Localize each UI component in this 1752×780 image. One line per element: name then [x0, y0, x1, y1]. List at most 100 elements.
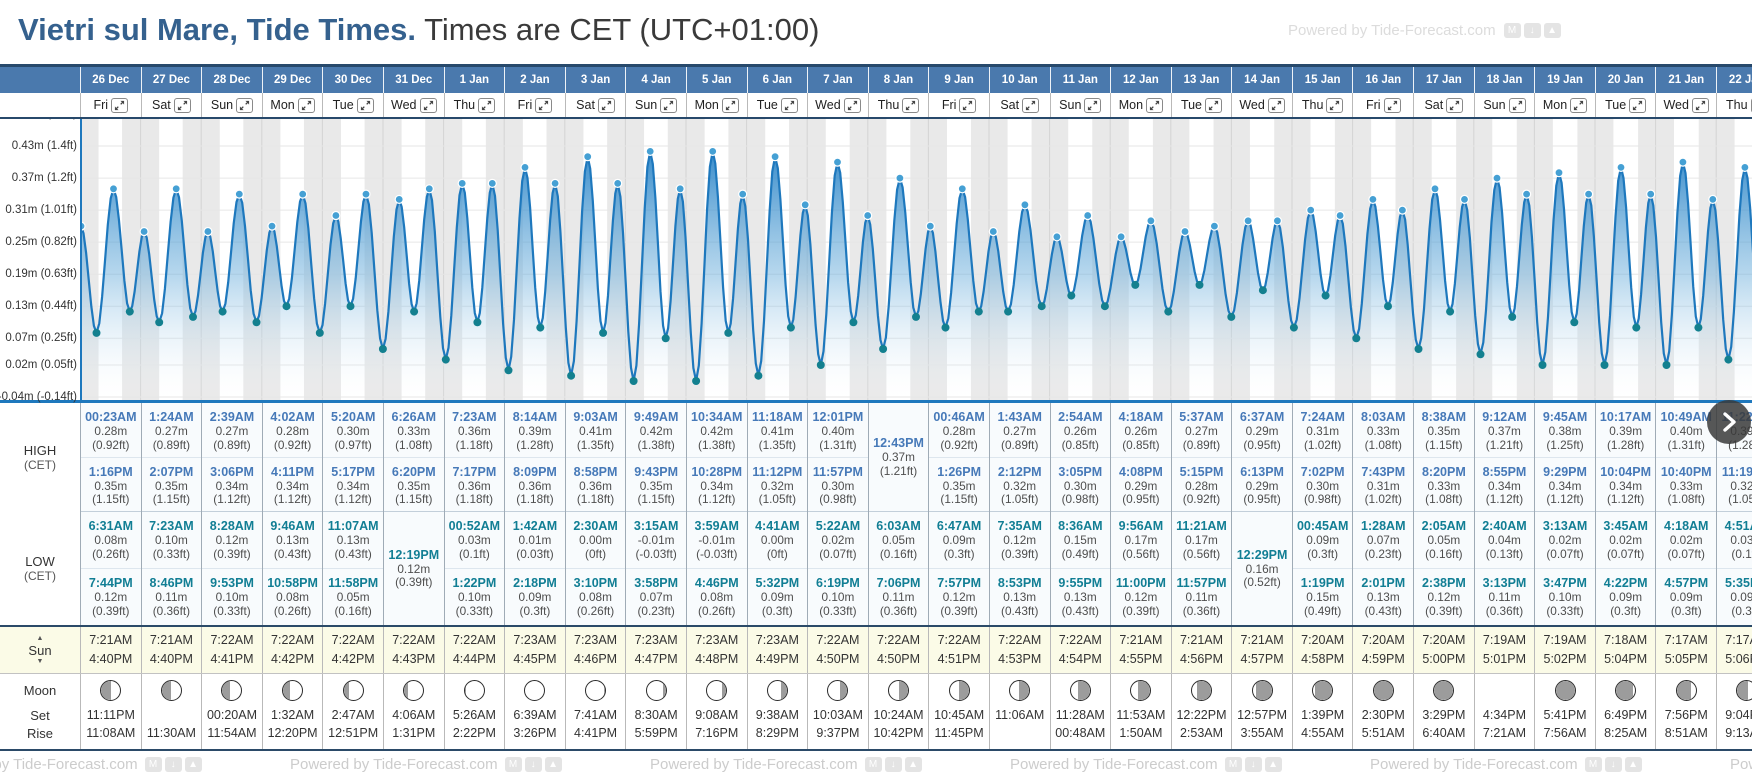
high-tide-time: 8:14AM: [512, 410, 558, 424]
low-tide-time: 2:30AM: [573, 519, 618, 533]
expand-day-button[interactable]: [535, 97, 553, 113]
tide-event: 6:47AM 0.09m (0.3ft): [929, 512, 989, 568]
y-axis-label: -0.04m (-0.14ft): [0, 391, 77, 404]
expand-day-button[interactable]: [1022, 97, 1040, 113]
expand-day-button[interactable]: [1570, 97, 1588, 113]
expand-day-button[interactable]: [173, 97, 191, 113]
expand-day-button[interactable]: [1146, 97, 1164, 113]
moon-icon-wrap: [445, 674, 505, 706]
moonrise-time: 2:22PM: [452, 726, 496, 740]
weekday-label: Thu: [877, 98, 900, 112]
tide-height-ft: (0.92ft): [940, 437, 978, 452]
expand-day-button[interactable]: [356, 97, 374, 113]
tide-height-ft: (0.3ft): [943, 546, 975, 561]
expand-day-button[interactable]: [1691, 97, 1709, 113]
expand-day-button[interactable]: [1446, 97, 1464, 113]
weekday-cell: Sat: [564, 93, 626, 117]
moonset-time: 3:29PM: [1422, 708, 1466, 722]
moon-dark-part: [840, 680, 848, 700]
expand-day-button[interactable]: [843, 97, 861, 113]
moonset-time: 5:26AM: [452, 708, 496, 722]
sunrise-time: 7:18AM: [1604, 633, 1648, 647]
moon-cell: 11:28AM 00:48AM: [1049, 674, 1111, 749]
high-tide-time: 1:43AM: [997, 410, 1042, 424]
high-tide-time: 4:11PM: [271, 464, 315, 479]
tide-height-ft: (0.98ft): [819, 492, 857, 506]
tide-event: 5:17PM 0.34m (1.12ft): [323, 456, 383, 512]
high-tide-section: 10:17AM 0.39m (1.28ft) 10:04PM 0.34m (1.12ft): [1595, 403, 1656, 512]
low-tide-time: 6:03AM: [876, 519, 921, 533]
tide-height-ft: (0.3ft): [1670, 603, 1702, 618]
expand-day-button[interactable]: [959, 97, 977, 113]
expand-day-button[interactable]: [1267, 97, 1285, 113]
tide-height-ft: (0.95ft): [1243, 437, 1281, 452]
tide-event: 9:03AM 0.41m (1.35ft): [566, 403, 626, 457]
weekday-label: Mon: [694, 98, 719, 112]
tide-height-ft: (0.89ft): [1001, 437, 1039, 452]
date-cell: 29 Dec: [261, 67, 323, 93]
date-cell: 5 Jan: [685, 67, 747, 93]
tide-event: 9:12AM 0.37m (1.21ft): [1475, 403, 1535, 457]
tide-event: 5:37AM 0.27m (0.89ft): [1172, 403, 1232, 457]
weekday-cell: Fri: [80, 93, 141, 117]
expand-day-button[interactable]: [111, 97, 129, 113]
high-tide-time: 11:12PM: [752, 464, 803, 479]
expand-day-button[interactable]: [597, 97, 615, 113]
expand-day-button[interactable]: [1750, 97, 1752, 113]
expand-icon: [1574, 100, 1584, 110]
weekday-corner: [0, 93, 80, 117]
moonset-time: 5:41PM: [1543, 708, 1587, 722]
tide-height-ft: (0.26ft): [92, 546, 130, 561]
sun-cell: 7:22AM 4:54PM: [1049, 627, 1111, 673]
date-cell: 20 Jan: [1594, 67, 1656, 93]
tide-event: 4:57PM 0.09m (0.3ft): [1656, 568, 1717, 625]
tide-height-ft: (1.15ft): [152, 492, 191, 506]
low-tide-time: 9:53PM: [210, 576, 254, 590]
high-tide-time: 6:37AM: [1239, 410, 1285, 424]
weekday-cell: Tue: [1170, 93, 1232, 117]
low-tide-time: 10:58PM: [267, 576, 318, 590]
expand-day-button[interactable]: [478, 97, 496, 113]
moon-dark-part: [1196, 680, 1211, 700]
expand-day-button[interactable]: [236, 97, 254, 113]
sunrise-time: 7:23AM: [755, 633, 799, 647]
high-tide-time: 8:20PM: [1421, 464, 1466, 479]
low-tide-time: 11:58PM: [328, 576, 379, 590]
tide-event: 9:55PM 0.13m (0.43ft): [1050, 568, 1111, 625]
low-tide-time: 3:47PM: [1543, 576, 1587, 590]
low-tide-section: 12:29PM 0.16m (0.52ft): [1232, 512, 1292, 625]
expand-day-button[interactable]: [902, 97, 920, 113]
moon-phase-icon: [1251, 679, 1273, 701]
expand-day-button[interactable]: [1205, 97, 1223, 113]
expand-day-button[interactable]: [721, 97, 739, 113]
low-tide-time: 8:53PM: [997, 576, 1042, 590]
expand-day-button[interactable]: [419, 97, 437, 113]
high-tide-time: 7:17PM: [452, 464, 497, 479]
tide-height-ft: (0.1ft): [458, 546, 490, 561]
next-days-button[interactable]: [1707, 400, 1751, 444]
expand-day-button[interactable]: [1326, 97, 1344, 113]
expand-day-button[interactable]: [660, 97, 678, 113]
sunrise-time: 7:23AM: [513, 633, 557, 647]
sunset-arrow-icon: ▼: [36, 657, 44, 665]
tide-height-ft: (1.15ft): [637, 492, 675, 506]
low-tide-time: 4:41AM: [755, 519, 800, 533]
tide-height-m: 0.26m: [1063, 424, 1097, 438]
expand-day-button[interactable]: [1508, 97, 1526, 113]
moon-phase-icon: [100, 679, 122, 701]
moon-cell: 1:39PM 4:55AM: [1291, 674, 1353, 749]
expand-day-button[interactable]: [1629, 97, 1647, 113]
expand-day-button[interactable]: [297, 97, 315, 113]
sunset-time: 4:40PM: [89, 652, 133, 666]
watermark-badge-icon: M: [864, 757, 882, 772]
expand-day-button[interactable]: [780, 97, 798, 113]
tide-height-ft: (1.15ft): [940, 492, 978, 506]
high-tide-time: 4:18AM: [1118, 410, 1164, 424]
tide-event: 8:36AM 0.15m (0.49ft): [1051, 512, 1111, 568]
tide-height-ft: (0.85ft): [1122, 437, 1160, 452]
tide-height-m: 0.15m: [1306, 590, 1340, 604]
sunset-time: 4:51PM: [937, 652, 981, 666]
tide-height-ft: (1.05ft): [1728, 492, 1752, 506]
expand-day-button[interactable]: [1383, 97, 1401, 113]
expand-day-button[interactable]: [1084, 97, 1102, 113]
